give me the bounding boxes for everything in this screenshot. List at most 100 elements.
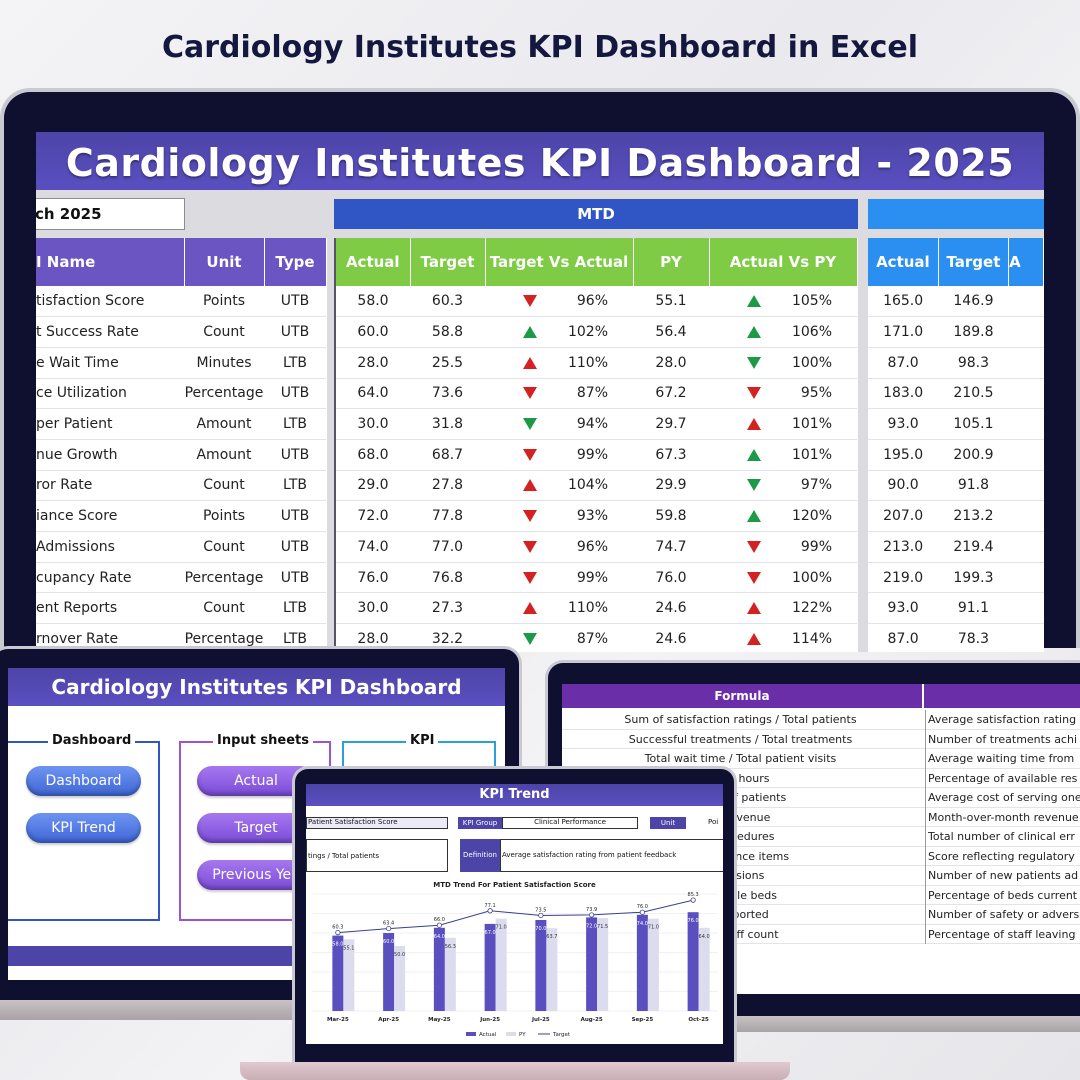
type-cell: UTB [264, 286, 326, 318]
col-ytd-target: Target [938, 238, 1010, 286]
target-point [690, 897, 696, 903]
definition-label: Definition [460, 839, 500, 872]
table-row: 28.0 25.5 110% 28.0 100% [335, 347, 857, 379]
table-row: ent Reports Count LTB [36, 592, 326, 625]
ytd-actual-cell: 87.0 [868, 623, 939, 652]
mtd-py-cell: 67.3 [633, 439, 709, 471]
table-row: cupancy Rate Percentage UTB [36, 562, 326, 594]
mtd-py-cell: 29.7 [633, 408, 709, 440]
mtd-target-cell: 77.0 [410, 531, 485, 563]
target-vs-actual-cell: 96% [485, 531, 633, 563]
ytd-actual-cell: 165.0 [868, 286, 939, 318]
ytd-actual-cell: 207.0 [868, 500, 939, 532]
definition-cell: Average waiting time from [925, 749, 1080, 769]
x-tick-label: Apr-25 [378, 1017, 399, 1023]
table-row: 68.0 68.7 99% 67.3 101% [335, 439, 857, 471]
target-point [487, 908, 493, 914]
target-vs-actual-value: 94% [576, 416, 608, 433]
actual-vs-py-cell: 95% [709, 378, 857, 410]
legend-target: Target [552, 1032, 571, 1038]
formula-row: Successful treatments / Total treatments… [562, 729, 1080, 749]
input-sheets-group-title: Input sheets [213, 733, 313, 748]
dashboard-button[interactable]: Dashboard [26, 766, 141, 796]
actual-vs-py-cell: 106% [709, 316, 857, 348]
mtd-target-cell: 60.3 [410, 286, 485, 318]
type-cell: UTB [264, 316, 326, 348]
actual-vs-py-value: 105% [791, 293, 832, 310]
actual-vs-py-cell: 100% [709, 562, 857, 594]
table-row: tisfaction Score Points UTB [36, 286, 326, 318]
mtd-py-cell: 56.4 [633, 316, 709, 348]
type-cell: UTB [264, 378, 326, 410]
kpi-name-cell: per Patient [36, 408, 184, 440]
mtd-trend-chart: MTD Trend For Patient Satisfaction Score… [312, 881, 718, 1038]
trend-up-icon [747, 418, 761, 431]
target-line [337, 899, 694, 934]
mtd-target-cell: 27.8 [410, 470, 485, 502]
py-bar [444, 937, 456, 1011]
mtd-target-cell: 68.7 [410, 439, 485, 471]
definition-cell: Number of new patients ad [925, 866, 1080, 886]
formula-text: tings / Total patients [308, 852, 380, 860]
ytd-more-cell [1008, 470, 1044, 502]
unit-label: Unit [650, 817, 686, 829]
center-laptop-base [240, 1062, 790, 1080]
ytd-target-cell: 199.3 [938, 562, 1009, 594]
trend-up-icon [747, 326, 761, 339]
table-row: 30.0 27.3 110% 24.6 122% [335, 592, 857, 625]
mtd-target-cell: 31.8 [410, 408, 485, 440]
table-row: 171.0 189.8 [868, 316, 1044, 348]
type-cell: LTB [264, 347, 326, 379]
ytd-target-cell: 91.8 [938, 470, 1009, 502]
target-vs-actual-value: 93% [576, 508, 608, 525]
col-mtd-target-vs-actual: Target Vs Actual [485, 238, 634, 286]
mtd-section-header: MTD [334, 199, 858, 229]
definition-cell: Percentage of available res [925, 768, 1080, 788]
table-row: 72.0 77.8 93% 59.8 120% [335, 500, 857, 532]
actual-data-label: 74.0 [637, 921, 648, 927]
col-ytd-actual: Actual [868, 238, 939, 286]
definition-cell: Average cost of serving one [925, 788, 1080, 808]
month-selector[interactable]: ch 2025 [36, 198, 185, 230]
table-row: ror Rate Count LTB [36, 470, 326, 502]
target-vs-actual-value: 96% [576, 293, 608, 310]
actual-vs-py-cell: 122% [709, 592, 857, 625]
trend-down-icon [523, 387, 537, 400]
actual-data-label: 76.0 [688, 918, 699, 924]
x-tick-label: Oct-25 [688, 1017, 709, 1023]
target-vs-actual-cell: 104% [485, 470, 633, 502]
kpi-name-selector[interactable] [306, 817, 448, 829]
ytd-more-cell [1008, 623, 1044, 652]
unit-cell: Percentage [184, 562, 264, 594]
target-point [436, 922, 442, 928]
formula-cell: Sum of satisfaction ratings / Total pati… [624, 713, 857, 726]
mtd-target-cell: 77.8 [410, 500, 485, 532]
ytd-actual-cell: 93.0 [868, 592, 939, 625]
target-point [386, 925, 392, 932]
actual-data-label: 60.0 [383, 939, 394, 945]
kpi-trend-screen: KPI Trend Patient Satisfaction Score KPI… [306, 784, 723, 1044]
table-row: 29.0 27.8 104% 29.9 97% [335, 470, 857, 502]
target-data-label: 73.9 [586, 907, 597, 913]
dashboard-banner: Cardiology Institutes KPI Dashboard - 20… [36, 132, 1044, 190]
target-point [335, 930, 341, 936]
actual-vs-py-value: 101% [791, 446, 832, 463]
definition-cell: Percentage of staff leaving [925, 924, 1080, 944]
target-vs-actual-cell: 94% [485, 408, 633, 440]
ytd-more-cell [1008, 408, 1044, 440]
col-mtd-py: PY [633, 238, 710, 286]
target-vs-actual-value: 99% [576, 569, 608, 586]
target-vs-actual-value: 87% [576, 385, 608, 402]
type-cell: UTB [264, 439, 326, 471]
kpi-trend-button[interactable]: KPI Trend [26, 813, 141, 843]
target-point [538, 912, 544, 919]
navigation-banner: Cardiology Institutes KPI Dashboard [8, 668, 505, 706]
table-row: 64.0 73.6 87% 67.2 95% [335, 378, 857, 410]
actual-bar [332, 935, 344, 1011]
col-mtd-target: Target [410, 238, 486, 286]
trend-up-icon [523, 602, 537, 615]
ytd-target-cell: 213.2 [938, 500, 1009, 532]
kpi-name-cell: nue Growth [36, 439, 184, 471]
mtd-table: Actual Target Target Vs Actual PY Actual… [334, 238, 858, 652]
table-row: nue Growth Amount UTB [36, 439, 326, 471]
